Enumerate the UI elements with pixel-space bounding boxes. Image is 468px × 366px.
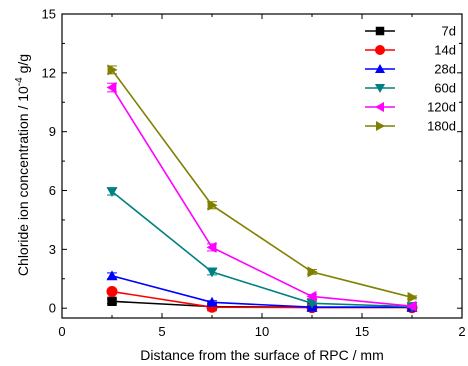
series-14d <box>106 286 418 314</box>
x-tick-label: 0 <box>58 324 65 339</box>
y-axis-label-main: Chloride ion concentration / 10 <box>15 86 31 276</box>
series-120d <box>106 82 417 312</box>
data-point-180d <box>407 291 418 303</box>
legend-item-14d: 14d <box>365 43 456 58</box>
legend-item-7d: 7d <box>365 24 456 39</box>
y-axis-label-unit: g/g <box>15 54 31 77</box>
y-tick-label: 12 <box>42 65 56 80</box>
data-point-60d <box>106 187 118 197</box>
y-tick-label: 3 <box>49 242 56 257</box>
legend-marker <box>375 84 385 93</box>
legend-item-180d: 180d <box>365 119 456 134</box>
legend-label: 120d <box>427 100 456 115</box>
series-60d <box>106 187 418 313</box>
legend-marker <box>375 45 385 55</box>
y-axis-label-exponent: -4 <box>14 77 25 86</box>
data-point-120d <box>306 290 317 302</box>
x-axis-label: Distance from the surface of RPC / mm <box>140 347 384 363</box>
x-tick-label: 5 <box>158 324 165 339</box>
y-axis-label: Chloride ion concentration / 10-4 g/g <box>14 54 31 276</box>
series-line-120d <box>111 87 413 308</box>
legend-label: 7d <box>442 24 456 39</box>
data-point-60d <box>206 267 218 278</box>
data-point-28d <box>106 270 118 281</box>
series-line-180d <box>111 69 413 299</box>
series-180d <box>107 64 418 303</box>
data-point-120d <box>106 82 117 94</box>
legend-marker <box>375 64 385 73</box>
legend-label: 28d <box>434 62 456 77</box>
data-point-120d <box>206 241 217 253</box>
y-tick-label: 9 <box>49 124 56 139</box>
series-line-60d <box>111 190 413 308</box>
plot-area <box>106 64 418 314</box>
legend-item-28d: 28d <box>365 62 456 77</box>
series-line-28d <box>111 275 412 309</box>
legend-label: 180d <box>427 119 456 134</box>
data-point-180d <box>307 266 318 278</box>
data-point-28d <box>206 296 218 307</box>
data-point-14d <box>106 286 118 298</box>
y-tick-label: 15 <box>42 7 56 22</box>
x-tick-label: 10 <box>255 324 269 339</box>
data-point-7d <box>107 296 117 307</box>
x-tick-label: 15 <box>355 324 369 339</box>
data-point-180d <box>107 64 118 76</box>
legend-label: 60d <box>434 81 456 96</box>
x-tick-label: 2 <box>458 324 465 339</box>
legend-item-60d: 60d <box>365 81 456 96</box>
data-point-120d <box>406 300 417 312</box>
y-tick-label: 6 <box>49 183 56 198</box>
legend-marker <box>375 26 385 36</box>
legend-marker <box>375 102 384 112</box>
legend-item-120d: 120d <box>365 100 456 115</box>
y-tick-label: 0 <box>49 301 56 316</box>
data-point-60d <box>306 298 318 309</box>
legend-label: 14d <box>434 43 456 58</box>
legend: 7d 14d 28d 60d 120d 180d <box>365 24 456 134</box>
data-point-180d <box>207 199 218 211</box>
legend-marker <box>376 121 385 131</box>
